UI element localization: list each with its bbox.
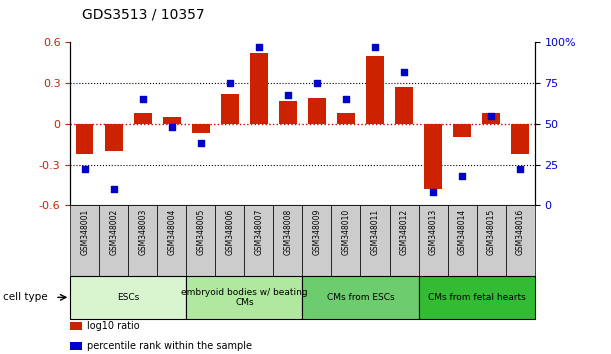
Point xyxy=(254,45,264,50)
Point xyxy=(486,113,496,119)
Text: GSM348011: GSM348011 xyxy=(370,209,379,255)
Text: GSM348001: GSM348001 xyxy=(80,209,89,255)
Text: GSM348005: GSM348005 xyxy=(196,209,205,255)
Bar xyxy=(70,322,82,330)
Point xyxy=(370,45,380,50)
Bar xyxy=(302,276,419,319)
Text: CMs from fetal hearts: CMs from fetal hearts xyxy=(428,293,525,302)
Bar xyxy=(447,205,477,276)
Point xyxy=(515,167,525,172)
Bar xyxy=(331,205,360,276)
Text: GSM348004: GSM348004 xyxy=(167,209,177,255)
Point xyxy=(225,80,235,86)
Bar xyxy=(128,205,158,276)
Bar xyxy=(221,94,239,124)
Bar xyxy=(192,124,210,133)
Bar xyxy=(302,205,332,276)
Bar xyxy=(511,124,529,154)
Point xyxy=(341,97,351,102)
Bar xyxy=(483,113,500,124)
Point xyxy=(399,69,409,75)
Point xyxy=(457,173,467,179)
Bar xyxy=(186,276,302,319)
Bar xyxy=(70,205,99,276)
Bar xyxy=(158,205,186,276)
Text: GSM348012: GSM348012 xyxy=(400,209,409,255)
Bar xyxy=(216,205,244,276)
Bar xyxy=(395,87,413,124)
Text: GDS3513 / 10357: GDS3513 / 10357 xyxy=(82,7,205,21)
Bar xyxy=(76,124,93,154)
Bar xyxy=(506,205,535,276)
Text: GSM348015: GSM348015 xyxy=(486,209,496,255)
Text: embryoid bodies w/ beating
CMs: embryoid bodies w/ beating CMs xyxy=(181,288,308,307)
Text: GSM348007: GSM348007 xyxy=(254,209,263,255)
Text: GSM348010: GSM348010 xyxy=(342,209,351,255)
Bar xyxy=(360,205,390,276)
Text: ESCs: ESCs xyxy=(117,293,139,302)
Text: cell type: cell type xyxy=(3,292,48,302)
Text: GSM348006: GSM348006 xyxy=(225,209,235,255)
Text: GSM348008: GSM348008 xyxy=(284,209,293,255)
Text: GSM348014: GSM348014 xyxy=(458,209,467,255)
Point xyxy=(167,124,177,130)
Bar xyxy=(163,117,181,124)
Bar xyxy=(419,276,535,319)
Bar xyxy=(274,205,302,276)
Bar xyxy=(367,56,384,124)
Point xyxy=(138,97,148,102)
Text: GSM348003: GSM348003 xyxy=(138,209,147,255)
Bar xyxy=(419,205,447,276)
Bar xyxy=(477,205,506,276)
Point xyxy=(283,92,293,97)
Bar xyxy=(309,98,326,124)
Bar xyxy=(244,205,274,276)
Text: percentile rank within the sample: percentile rank within the sample xyxy=(87,341,252,351)
Text: GSM348013: GSM348013 xyxy=(428,209,437,255)
Text: GSM348002: GSM348002 xyxy=(109,209,119,255)
Text: log10 ratio: log10 ratio xyxy=(87,321,139,331)
Bar xyxy=(100,205,128,276)
Bar xyxy=(337,113,354,124)
Text: GSM348016: GSM348016 xyxy=(516,209,525,255)
Bar xyxy=(251,53,268,124)
Bar xyxy=(186,205,216,276)
Point xyxy=(428,189,438,195)
Bar xyxy=(424,124,442,189)
Point xyxy=(109,186,119,192)
Bar xyxy=(105,124,122,151)
Bar xyxy=(279,101,297,124)
Bar xyxy=(453,124,470,137)
Point xyxy=(312,80,322,86)
Point xyxy=(196,141,206,146)
Bar xyxy=(390,205,419,276)
Text: GSM348009: GSM348009 xyxy=(312,209,321,255)
Text: CMs from ESCs: CMs from ESCs xyxy=(327,293,394,302)
Bar xyxy=(134,113,152,124)
Point xyxy=(80,167,90,172)
Bar xyxy=(70,276,186,319)
Bar xyxy=(70,342,82,350)
